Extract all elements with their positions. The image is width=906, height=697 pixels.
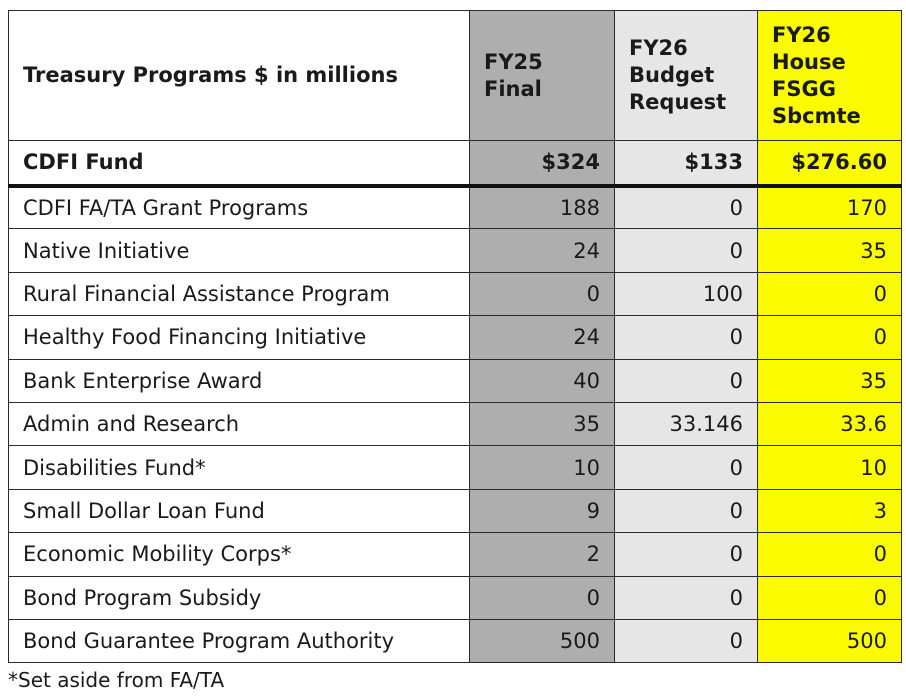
fy25-cell: 10	[469, 445, 615, 490]
fy25-cell: 40	[469, 358, 615, 403]
header-fy26-house: FY26 House FSGG Sbcmte	[757, 10, 902, 141]
fy25-cell: 35	[469, 401, 615, 447]
table-row: Bond Program Subsidy 0 0 0	[8, 575, 902, 620]
request-cell: 0	[614, 315, 758, 360]
house-cell: 35	[757, 228, 902, 273]
header-line: Sbcmte	[772, 103, 861, 128]
header-line: Final	[484, 76, 542, 101]
fy25-cell: 24	[469, 228, 615, 273]
data-rows: CDFI FA/TA Grant Programs 188 0 170 Native I…	[8, 184, 902, 664]
fy25-cell: 500	[469, 618, 615, 664]
fy25-cell: 188	[469, 184, 615, 230]
house-cell: 500	[757, 618, 902, 664]
row-label: Healthy Food Financing Initiative	[8, 315, 470, 360]
house-cell: 3	[757, 488, 902, 534]
request-cell: 0	[614, 358, 758, 403]
header-fy26-budget-request: FY26 Budget Request	[614, 10, 758, 141]
row-label: Bond Guarantee Program Authority	[8, 618, 470, 664]
footnote: *Set aside from FA/TA	[8, 668, 225, 692]
table-row: Native Initiative 24 0 35	[8, 228, 902, 273]
request-cell: 100	[614, 271, 758, 317]
total-row: CDFI Fund $324 $133 $276.60	[8, 140, 902, 188]
header-label: Treasury Programs $ in millions	[8, 10, 470, 141]
header-line: FSGG	[772, 76, 836, 101]
request-cell: 0	[614, 184, 758, 230]
total-label: CDFI Fund	[8, 140, 470, 188]
request-cell: 33.146	[614, 401, 758, 447]
request-cell: 0	[614, 618, 758, 664]
total-request: $133	[614, 140, 758, 188]
fy25-cell: 0	[469, 271, 615, 317]
header-line: FY25	[484, 49, 543, 74]
header-line: Budget	[629, 63, 715, 87]
row-label: Economic Mobility Corps*	[8, 532, 470, 577]
header-row: Treasury Programs $ in millions FY25 Fin…	[8, 10, 902, 141]
row-label: Admin and Research	[8, 401, 470, 447]
header-line: FY26	[629, 36, 688, 60]
row-label: Rural Financial Assistance Program	[8, 271, 470, 317]
table-row: Bond Guarantee Program Authority 500 0 500	[8, 618, 902, 664]
house-cell: 0	[757, 575, 902, 620]
request-cell: 0	[614, 445, 758, 490]
table-row: Healthy Food Financing Initiative 24 0 0	[8, 315, 902, 360]
fy25-cell: 0	[469, 575, 615, 620]
table-row: Small Dollar Loan Fund 9 0 3	[8, 488, 902, 534]
request-cell: 0	[614, 532, 758, 577]
row-label: Bank Enterprise Award	[8, 358, 470, 403]
header-line: FY26	[772, 22, 831, 47]
house-cell: 170	[757, 184, 902, 230]
fy25-cell: 9	[469, 488, 615, 534]
table-row: Bank Enterprise Award 40 0 35	[8, 358, 902, 403]
request-cell: 0	[614, 575, 758, 620]
header-line: House	[772, 49, 846, 74]
table-row: Disabilities Fund* 10 0 10	[8, 445, 902, 490]
row-label: Disabilities Fund*	[8, 445, 470, 490]
table-row: Admin and Research 35 33.146 33.6	[8, 401, 902, 447]
fy25-cell: 24	[469, 315, 615, 360]
budget-table: Treasury Programs $ in millions FY25 Fin…	[8, 10, 902, 664]
house-cell: 33.6	[757, 401, 902, 447]
header-line: Request	[629, 90, 727, 114]
row-label: CDFI FA/TA Grant Programs	[8, 184, 470, 230]
fy25-cell: 2	[469, 532, 615, 577]
house-cell: 0	[757, 532, 902, 577]
request-cell: 0	[614, 228, 758, 273]
row-label: Small Dollar Loan Fund	[8, 488, 470, 534]
table-row: Economic Mobility Corps* 2 0 0	[8, 532, 902, 577]
header-fy25-final: FY25 Final	[469, 10, 615, 141]
total-house: $276.60	[757, 140, 902, 188]
row-label: Bond Program Subsidy	[8, 575, 470, 620]
table-row: CDFI FA/TA Grant Programs 188 0 170	[8, 184, 902, 230]
house-cell: 10	[757, 445, 902, 490]
total-fy25: $324	[469, 140, 615, 188]
table-row: Rural Financial Assistance Program 0 100 0	[8, 271, 902, 317]
request-cell: 0	[614, 488, 758, 534]
house-cell: 0	[757, 315, 902, 360]
row-label: Native Initiative	[8, 228, 470, 273]
house-cell: 35	[757, 358, 902, 403]
house-cell: 0	[757, 271, 902, 317]
